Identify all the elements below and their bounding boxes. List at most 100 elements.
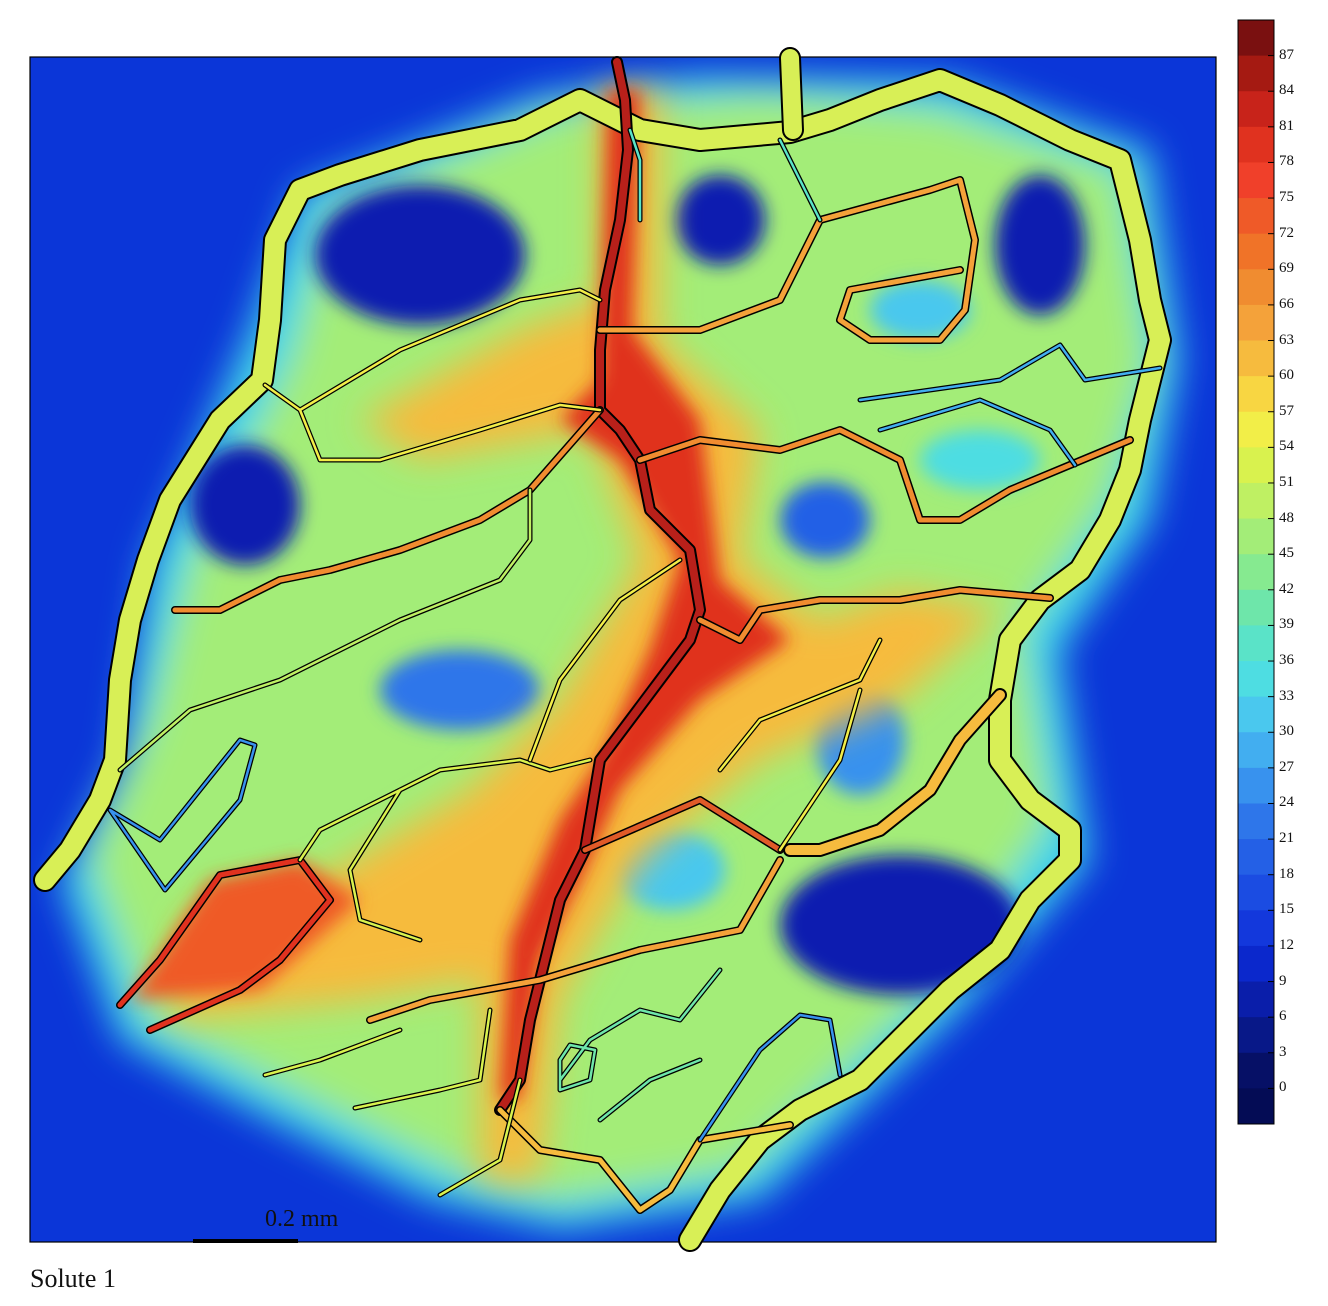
colorbar-tick-label: 36 — [1279, 652, 1294, 669]
branch-vessel — [637, 427, 1133, 523]
vessel-network — [33, 47, 1172, 1252]
branch-vessel — [697, 587, 1053, 643]
large-vessel — [785, 690, 1005, 855]
colorbar-band — [1238, 554, 1274, 591]
colorbar-band — [1238, 767, 1274, 804]
colorbar-band — [1238, 304, 1274, 342]
colorbar-band — [1238, 732, 1274, 769]
colorbar-band — [1238, 126, 1274, 163]
colorbar-band — [1238, 518, 1274, 555]
plot-frame — [29, 56, 1217, 1243]
colorbar-band — [1238, 945, 1274, 983]
low-pocket — [780, 855, 1020, 995]
colorbar-tick-label: 9 — [1279, 972, 1287, 989]
hot-zone — [130, 860, 360, 1000]
colorbar-tick-label: 27 — [1279, 758, 1294, 775]
colorbar-band — [1238, 340, 1274, 377]
branch-vessel — [117, 857, 333, 1033]
low-pocket — [675, 175, 765, 265]
capillaries — [107, 127, 1163, 1198]
colorbar-tick-label: 51 — [1279, 473, 1294, 490]
capillary — [108, 738, 257, 892]
colorbar-band — [1238, 482, 1274, 520]
colorbar-tick-label: 63 — [1279, 331, 1294, 348]
colorbar-tick-label: 75 — [1279, 189, 1294, 206]
colorbar-tick-label: 72 — [1279, 224, 1294, 241]
branch-vessel — [597, 177, 978, 343]
colorbar-tick-label: 60 — [1279, 367, 1294, 384]
colorbar-band — [1238, 1017, 1274, 1054]
capillary — [263, 288, 602, 462]
colorbar-tick-label: 57 — [1279, 402, 1294, 419]
capillary — [263, 1008, 522, 1197]
hot-zone — [500, 90, 790, 1100]
capillary — [118, 488, 532, 772]
capillary — [298, 758, 592, 942]
colorbar-tick-label: 87 — [1279, 46, 1294, 63]
colorbar-band — [1238, 91, 1274, 128]
colorbar-tick-label: 6 — [1279, 1008, 1287, 1025]
colorbar-tick-label: 18 — [1279, 865, 1294, 882]
colorbar-band — [1238, 625, 1274, 662]
large-vessel — [35, 70, 1170, 1250]
branch-vessel — [367, 857, 783, 1023]
scale-bar-label: 0.2 mm — [265, 1206, 339, 1232]
colorbar-band — [1238, 447, 1274, 484]
colorbar-band — [1238, 910, 1274, 947]
colorbar-tick-label: 21 — [1279, 830, 1294, 847]
colorbar-tick-label: 3 — [1279, 1043, 1287, 1060]
colorbar-tick-label: 78 — [1279, 153, 1294, 170]
colorbar-tick-label: 39 — [1279, 616, 1294, 633]
colorbar-tick-label: 15 — [1279, 901, 1294, 918]
colorbar-tick-label: 69 — [1279, 260, 1294, 277]
colorbar-tick-label: 24 — [1279, 794, 1294, 811]
branch-vessel — [172, 407, 603, 613]
colorbar-band — [1238, 411, 1274, 448]
branch-vessel — [582, 797, 783, 853]
capillary — [698, 1013, 842, 1142]
trunk-vessel — [496, 58, 704, 1114]
colorbar-band — [1238, 376, 1274, 413]
colorbar-tick-label: 54 — [1279, 438, 1294, 455]
large-vessels — [33, 47, 1172, 1252]
colorbar-tick-label: 81 — [1279, 117, 1294, 134]
colorbar-band — [1238, 874, 1274, 911]
colorbar-band — [1238, 20, 1274, 57]
colorbar-band — [1238, 233, 1274, 270]
figure-caption: Solute 1 — [30, 1264, 116, 1293]
capillary — [628, 128, 822, 222]
colorbar-tick-label: 33 — [1279, 687, 1294, 704]
colorbar-frame — [1237, 19, 1275, 1125]
colorbar-tick-label: 48 — [1279, 509, 1294, 526]
colorbar-band — [1238, 162, 1274, 199]
colorbar-tick-label: 66 — [1279, 295, 1294, 312]
colorbar-tick-label: 84 — [1279, 82, 1294, 99]
colorbar-band — [1238, 696, 1274, 733]
low-pocket — [870, 280, 970, 340]
low-pocket — [920, 430, 1040, 490]
concentration-field — [30, 57, 1216, 1242]
colorbar-band — [1238, 269, 1274, 306]
colorbar-band — [1238, 589, 1274, 626]
colorbar-tick-label: 42 — [1279, 580, 1294, 597]
colorbar-band — [1238, 981, 1274, 1018]
colorbar-band — [1238, 839, 1274, 876]
low-pocket — [995, 175, 1085, 315]
low-pocket — [315, 185, 525, 325]
colorbar-band — [1238, 803, 1274, 840]
low-pocket — [190, 445, 300, 565]
colorbar-band — [1238, 661, 1274, 698]
capillary — [558, 968, 722, 1122]
medium-branches — [116, 176, 1134, 1214]
main-trunk — [494, 56, 706, 1116]
warm-zone — [170, 90, 1000, 1180]
low-pocket — [780, 482, 870, 558]
colorbar — [1237, 19, 1275, 1125]
low-pocket — [380, 650, 540, 730]
capillary — [858, 343, 1162, 467]
colorbar-tick-label: 45 — [1279, 545, 1294, 562]
colorbar-band — [1238, 198, 1274, 235]
capillary — [528, 558, 882, 852]
colorbar-band — [1238, 55, 1274, 92]
